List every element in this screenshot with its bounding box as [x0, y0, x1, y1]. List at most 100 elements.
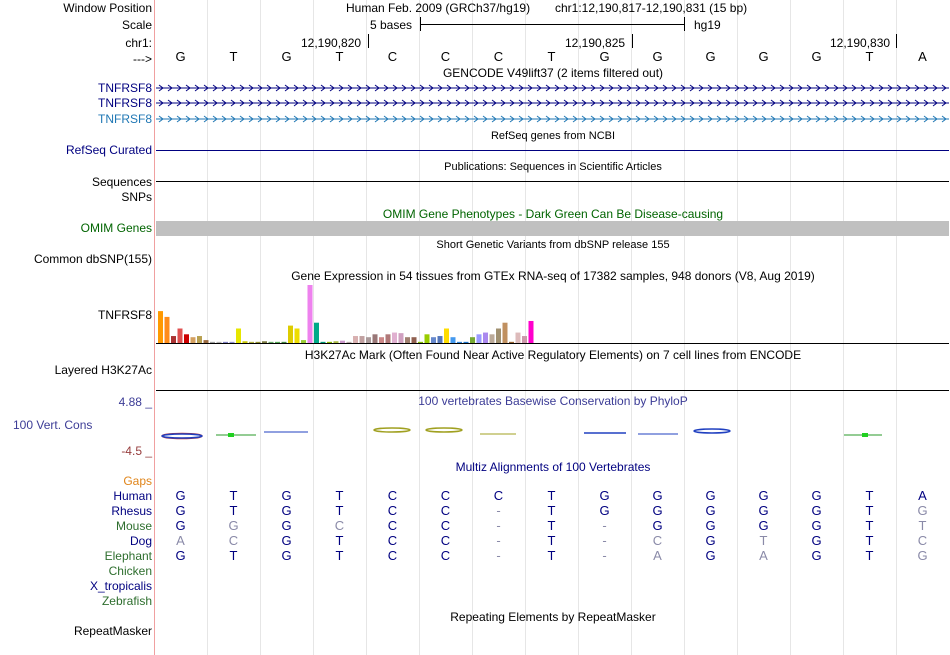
publications-line[interactable]: [156, 181, 949, 182]
gtex-tissue-bar[interactable]: [340, 340, 345, 343]
gtex-tissue-bar[interactable]: [333, 341, 339, 343]
gtex-tissue-bar[interactable]: [522, 336, 527, 343]
species-label-elephant[interactable]: Elephant: [104, 549, 152, 563]
gtex-tissue-bar[interactable]: [483, 332, 488, 343]
species-label-dog[interactable]: Dog: [129, 534, 152, 548]
species-label-chicken[interactable]: Chicken: [108, 564, 152, 578]
gtex-tissue-bar[interactable]: [203, 340, 209, 343]
gtex-tissue-bar[interactable]: [223, 341, 228, 343]
gtex-tissue-bar[interactable]: [288, 325, 293, 343]
gtex-tissue-bar[interactable]: [281, 341, 287, 343]
gtex-tissue-bar[interactable]: [502, 322, 508, 343]
gtex-tissue-bar[interactable]: [489, 334, 495, 343]
gencode-track-title[interactable]: GENCODE V49lift37 (2 items filtered out): [442, 66, 664, 80]
gtex-tissue-bar[interactable]: [197, 336, 202, 343]
alignment-base-elephant: T: [865, 548, 874, 563]
sequences-label[interactable]: Sequences: [91, 175, 152, 189]
gtex-tissue-bar[interactable]: [314, 322, 319, 343]
gtex-tissue-bar[interactable]: [379, 337, 384, 343]
gtex-track-title[interactable]: Gene Expression in 54 tissues from GTEx …: [291, 269, 815, 283]
dbsnp-track-title[interactable]: Short Genetic Variants from dbSNP releas…: [436, 239, 670, 251]
vert-cons-label[interactable]: 100 Vert. Cons: [13, 418, 93, 432]
species-label-rhesus[interactable]: Rhesus: [111, 504, 152, 518]
gtex-tissue-bar[interactable]: [236, 328, 241, 344]
gtex-tissue-bar[interactable]: [229, 341, 235, 343]
gtex-tissue-bar[interactable]: [470, 337, 475, 343]
gtex-tissue-bar[interactable]: [216, 341, 222, 343]
gtex-tissue-bar[interactable]: [164, 316, 170, 343]
species-label-mouse[interactable]: Mouse: [115, 519, 152, 533]
common-dbsnp-label[interactable]: Common dbSNP(155): [33, 252, 152, 266]
gene-label-tnfrsf8-2[interactable]: TNFRSF8: [98, 96, 152, 110]
omim-genes-label[interactable]: OMIM Genes: [80, 221, 152, 235]
species-label-zebrafish[interactable]: Zebrafish: [101, 594, 152, 608]
phylop-track-title[interactable]: 100 vertebrates Basewise Conservation by…: [418, 394, 688, 408]
gene-label-tnfrsf8-3[interactable]: TNFRSF8: [98, 112, 152, 126]
gtex-tissue-bar[interactable]: [437, 336, 443, 343]
omim-gene-bar[interactable]: [156, 221, 949, 236]
publications-track-title[interactable]: Publications: Sequences in Scientific Ar…: [444, 161, 662, 173]
gene-label-tnfrsf8-1[interactable]: TNFRSF8: [98, 81, 152, 95]
gtex-tissue-bar[interactable]: [327, 341, 332, 343]
gtex-tissue-bar[interactable]: [528, 320, 534, 343]
gtex-tissue-bar[interactable]: [301, 340, 306, 343]
gtex-tissue-bar[interactable]: [353, 336, 358, 343]
gtex-tissue-bar[interactable]: [372, 334, 378, 343]
gtex-tissue-bar[interactable]: [294, 328, 300, 344]
species-label-x-tropicalis[interactable]: X_tropicalis: [89, 579, 152, 593]
gtex-tissue-bar[interactable]: [515, 332, 521, 343]
gtex-tissue-bar[interactable]: [177, 328, 183, 344]
gtex-tissue-bar[interactable]: [359, 336, 365, 343]
gtex-tissue-bar[interactable]: [190, 337, 196, 343]
gtex-tissue-bar[interactable]: [346, 341, 352, 343]
gtex-tissue-bar[interactable]: [262, 341, 267, 343]
species-label-human[interactable]: Human: [113, 489, 152, 503]
gtex-tissue-bar[interactable]: [457, 341, 462, 343]
multiz-track-title[interactable]: Multiz Alignments of 100 Vertebrates: [455, 460, 651, 474]
gtex-tissue-bar[interactable]: [450, 337, 456, 343]
gtex-tissue-bar[interactable]: [158, 311, 163, 343]
refseq-curated-label[interactable]: RefSeq Curated: [65, 143, 152, 157]
gtex-tissue-bar[interactable]: [444, 328, 449, 344]
grid-line: [737, 0, 738, 655]
gtex-tissue-bar[interactable]: [476, 334, 482, 343]
layered-h3k27ac-label[interactable]: Layered H3K27Ac: [54, 363, 152, 377]
tick-label-3: 12,190,830: [830, 36, 891, 50]
h3k27ac-track-title[interactable]: H3K27Ac Mark (Often Found Near Active Re…: [304, 348, 802, 362]
gaps-label[interactable]: Gaps: [123, 474, 152, 488]
refseq-track-title[interactable]: RefSeq genes from NCBI: [490, 130, 616, 142]
gtex-tissue-bar[interactable]: [398, 333, 404, 343]
gtex-tissue-bar[interactable]: [392, 332, 397, 343]
gtex-tissue-bar[interactable]: [255, 341, 261, 343]
grid-line: [207, 0, 208, 655]
gtex-tissue-bar[interactable]: [242, 341, 248, 343]
gtex-tissue-bar[interactable]: [509, 341, 514, 343]
gtex-tissue-bar[interactable]: [268, 341, 274, 343]
gtex-tissue-bar[interactable]: [496, 328, 501, 344]
gtex-tissue-bar[interactable]: [184, 334, 189, 343]
gtex-gene-label[interactable]: TNFRSF8: [98, 308, 152, 322]
gtex-tissue-bar[interactable]: [249, 341, 254, 343]
repeatmasker-label[interactable]: RepeatMasker: [73, 624, 152, 638]
gtex-tissue-bar[interactable]: [171, 336, 176, 343]
repeatmasker-track-title[interactable]: Repeating Elements by RepeatMasker: [450, 610, 656, 624]
gtex-tissue-bar[interactable]: [424, 334, 430, 343]
gtex-tissue-bar[interactable]: [320, 341, 326, 343]
gencode-gene-models[interactable]: [156, 80, 950, 128]
gtex-bar-chart[interactable]: [156, 284, 950, 346]
refseq-gene-line[interactable]: [156, 150, 949, 151]
omim-track-title[interactable]: OMIM Gene Phenotypes - Dark Green Can Be…: [382, 207, 724, 221]
gtex-tissue-bar[interactable]: [411, 337, 417, 343]
gtex-tissue-bar[interactable]: [405, 337, 410, 343]
gtex-tissue-bar[interactable]: [385, 334, 391, 343]
gtex-tissue-bar[interactable]: [307, 285, 313, 343]
gtex-tissue-bar[interactable]: [418, 341, 423, 343]
gtex-tissue-bar[interactable]: [366, 337, 371, 343]
alignment-base-mouse: -: [602, 518, 607, 533]
gtex-tissue-bar[interactable]: [431, 337, 436, 343]
gtex-tissue-bar[interactable]: [275, 341, 280, 343]
snps-label[interactable]: SNPs: [121, 190, 152, 204]
gtex-tissue-bar[interactable]: [463, 341, 469, 343]
phylop-conservation-plot[interactable]: [156, 422, 950, 444]
gtex-tissue-bar[interactable]: [210, 341, 215, 343]
